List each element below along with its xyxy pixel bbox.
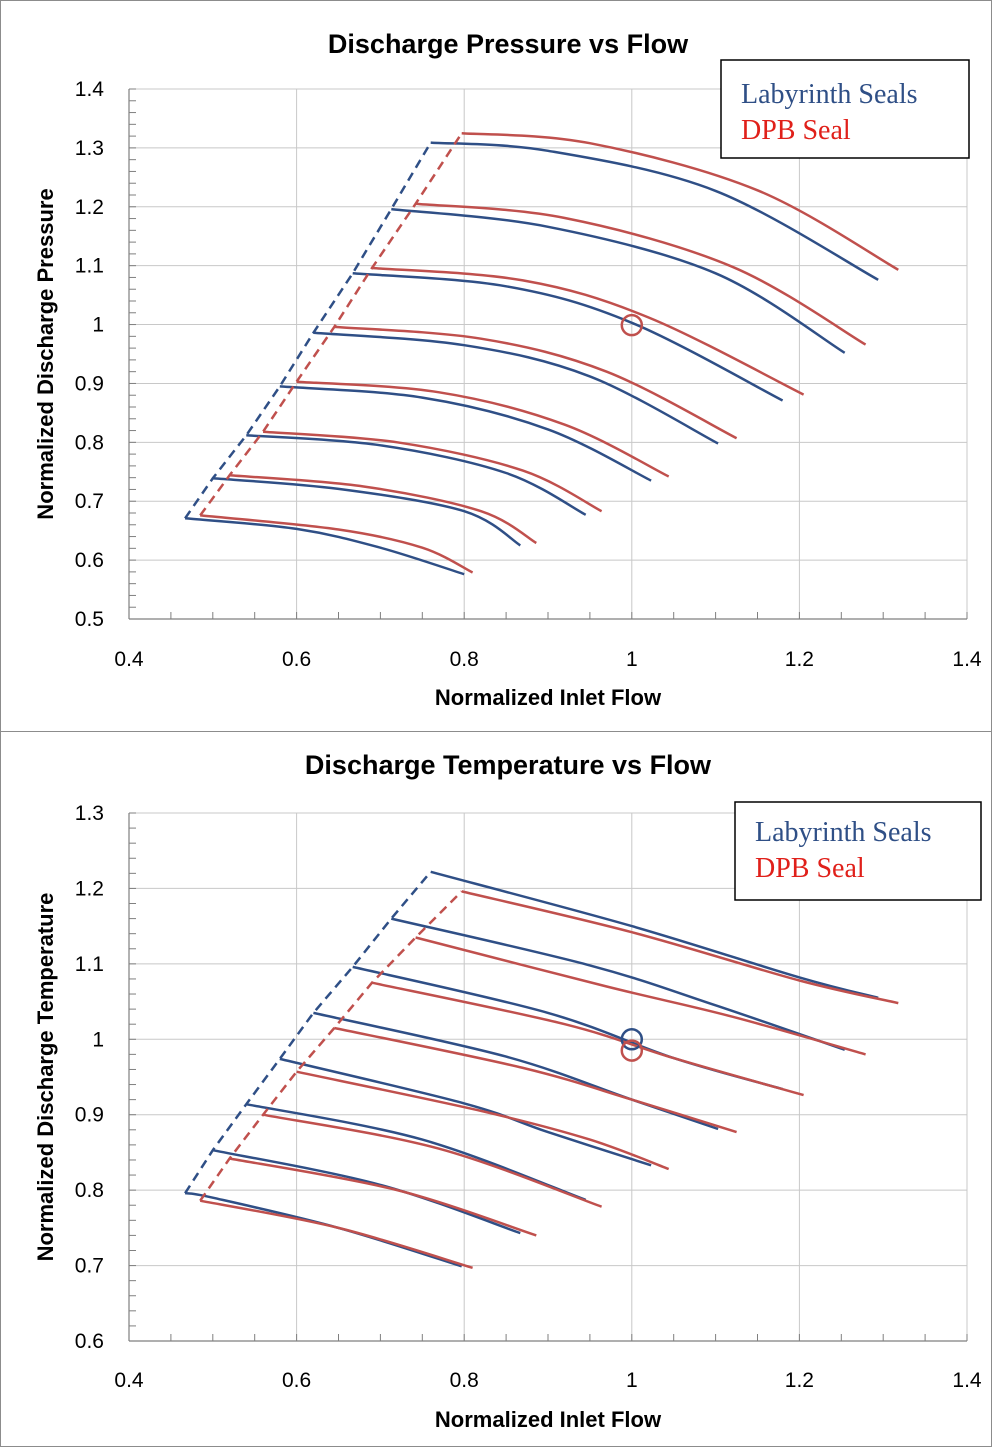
pressure-dpb-speed-line-5 [334, 325, 738, 440]
pressure-dpb-surge-line [199, 132, 463, 517]
temperature-dpb-speed-line-7 [415, 936, 866, 1056]
temperature-chart-panel: 0.6 0.7 0.8 0.9 1 1.1 1.2 1.3 0.4 0.6 0.8 1 1.2 1.4 Di… [0, 731, 992, 1447]
pressure-y-tick-label: 0.9 [75, 372, 104, 395]
temperature-y-tick-label: 1 [92, 1028, 104, 1051]
pressure-y-tick-label: 0.7 [75, 490, 104, 513]
pressure-legend-box [720, 59, 970, 159]
temperature-dpb-speed-line-5 [334, 1026, 737, 1134]
pressure-legend-labyrinth: Labyrinth Seals [741, 79, 918, 110]
temperature-labyrinth-surge-line [184, 870, 432, 1194]
pressure-labyrinth-speed-line-2 [212, 477, 521, 547]
temperature-y-axis-title: Normalized Discharge Temperature [33, 893, 58, 1262]
pressure-x-tick-label: 1.2 [785, 648, 814, 671]
temperature-x-tick-label: 0.6 [282, 1369, 311, 1392]
temperature-legend-dpb: DPB Seal [755, 853, 865, 884]
temperature-labyrinth-speed-line-3 [246, 1102, 587, 1202]
temperature-x-tick-label: 0.8 [450, 1369, 479, 1392]
pressure-x-tick-label: 0.4 [114, 648, 144, 671]
temperature-design-point-marker [620, 1039, 644, 1062]
pressure-y-tick-label: 1.3 [75, 137, 104, 160]
temperature-legend-labyrinth: Labyrinth Seals [755, 817, 932, 848]
pressure-x-tick-label: 1 [626, 648, 638, 671]
temperature-labyrinth-speed-line-5 [313, 1011, 719, 1131]
pressure-dpb-speed-line-6 [371, 266, 805, 396]
temperature-y-tick-label: 0.7 [75, 1255, 104, 1278]
pressure-x-tick-label: 0.6 [282, 648, 311, 671]
pressure-labyrinth-speed-line-4 [279, 385, 652, 482]
temperature-chart-title: Discharge Temperature vs Flow [305, 750, 712, 780]
temperature-x-tick-label: 1.2 [785, 1369, 814, 1392]
pressure-labyrinth-speed-line-7 [391, 207, 846, 354]
pressure-y-tick-label: 0.8 [75, 431, 104, 454]
temperature-labyrinth-speed-line-1 [184, 1191, 463, 1268]
temperature-x-tick-label: 0.4 [114, 1369, 144, 1392]
temperature-dpb-speed-line-3 [262, 1113, 603, 1208]
temperature-labyrinth-speed-line-8 [430, 870, 879, 1000]
temperature-y-tick-label: 0.6 [75, 1330, 104, 1353]
temperature-dpb-speed-line-2 [229, 1157, 537, 1237]
temperature-chart: 0.6 0.7 0.8 0.9 1 1.1 1.2 1.3 0.4 0.6 0.8 1 1.2 1.4 Di… [33, 750, 982, 1432]
temperature-x-axis-title: Normalized Inlet Flow [435, 1407, 662, 1432]
pressure-dpb-speed-line-1 [200, 514, 474, 574]
pressure-legend-dpb: DPB Seal [741, 115, 851, 146]
pressure-labyrinth-speed-line-6 [352, 272, 784, 402]
pressure-y-tick-label: 1.4 [75, 78, 105, 101]
pressure-chart: 0.5 0.6 0.7 0.8 0.9 1 1.1 1.2 1.3 1.4 0.4 0.6 0.8 1 1.… [33, 29, 982, 710]
pressure-y-axis-title: Normalized Discharge Pressure [33, 188, 58, 519]
temperature-dpb-speed-line-1 [199, 1199, 473, 1269]
pressure-dpb-speed-line-2 [229, 474, 537, 545]
pressure-labyrinth-speed-line-3 [246, 434, 587, 516]
pressure-x-tick-label: 0.8 [450, 648, 479, 671]
temperature-dpb-speed-line-6 [371, 981, 804, 1097]
temperature-labyrinth-speed-line-4 [279, 1057, 652, 1167]
temperature-design-point-marker [620, 1028, 644, 1051]
temperature-y-tick-label: 1.2 [75, 877, 104, 900]
temperature-dpb-speed-line-8 [461, 890, 899, 1005]
pressure-y-tick-label: 1.1 [75, 255, 104, 278]
temperature-y-tick-label: 0.8 [75, 1179, 104, 1202]
temperature-y-tick-label: 1.3 [75, 802, 104, 825]
temperature-dpb-surge-line [199, 890, 463, 1202]
pressure-labyrinth-speed-line-1 [184, 517, 465, 576]
pressure-y-tick-label: 0.6 [75, 549, 104, 572]
temperature-y-tick-label: 0.9 [75, 1104, 104, 1127]
temperature-dpb-speed-line-4 [296, 1070, 670, 1171]
pressure-x-axis-title: Normalized Inlet Flow [435, 685, 662, 710]
temperature-x-tick-label: 1.4 [952, 1369, 982, 1392]
temperature-x-tick-label: 1 [626, 1369, 638, 1392]
pressure-y-tick-label: 1.2 [75, 196, 104, 219]
pressure-dpb-speed-line-7 [415, 202, 867, 346]
pressure-chart-panel: 0.5 0.6 0.7 0.8 0.9 1 1.1 1.2 1.3 1.4 0.4 0.6 0.8 1 1.… [0, 0, 992, 732]
pressure-dpb-speed-line-3 [262, 430, 603, 513]
pressure-y-tick-label: 0.5 [75, 608, 104, 631]
pressure-x-tick-label: 1.4 [952, 648, 982, 671]
temperature-legend-box [734, 801, 982, 901]
pressure-dpb-speed-line-8 [461, 131, 899, 271]
pressure-design-point-marker [620, 313, 644, 337]
temperature-labyrinth-speed-line-7 [391, 917, 846, 1051]
pressure-labyrinth-speed-line-8 [430, 141, 879, 281]
pressure-dpb-speed-line-4 [296, 380, 670, 478]
pressure-y-tick-label: 1 [92, 314, 104, 337]
temperature-y-tick-label: 1.1 [75, 953, 104, 976]
pressure-chart-title: Discharge Pressure vs Flow [328, 29, 689, 59]
temperature-labyrinth-speed-line-2 [212, 1148, 521, 1235]
pressure-labyrinth-speed-line-5 [313, 331, 719, 445]
